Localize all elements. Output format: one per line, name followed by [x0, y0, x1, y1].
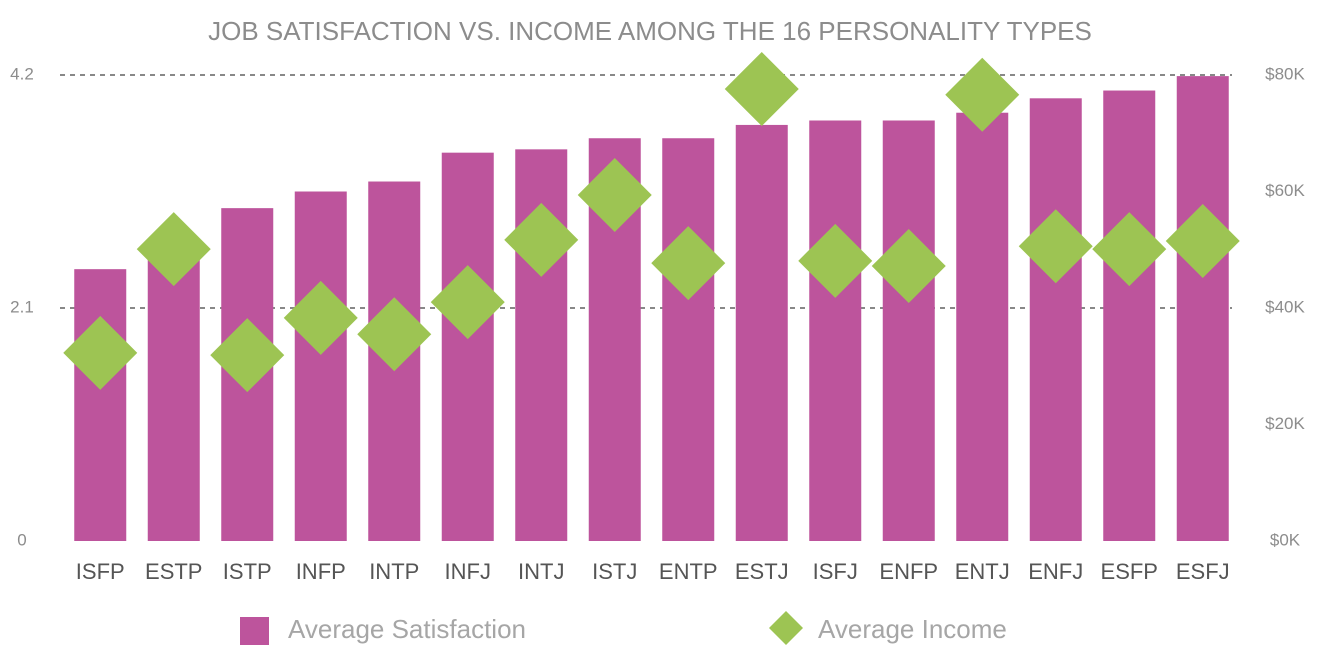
- x-tick-label: INFP: [296, 559, 346, 584]
- y2-tick-label: $60K: [1265, 181, 1305, 200]
- bar: [882, 120, 935, 541]
- x-tick-label: ISFJ: [813, 559, 858, 584]
- y2-tick-label: $0K: [1270, 530, 1301, 549]
- y2-tick-label: $20K: [1265, 414, 1305, 433]
- legend-label: Average Income: [818, 614, 1007, 644]
- y-tick-label: 2.1: [10, 297, 34, 316]
- diamond-marker: [651, 226, 726, 301]
- bar: [1029, 98, 1082, 542]
- bar: [1176, 76, 1229, 541]
- diamond-marker: [283, 280, 358, 355]
- x-tick-label: ESTJ: [735, 559, 789, 584]
- diamond-marker: [1092, 212, 1167, 287]
- bar: [147, 258, 200, 541]
- legend-label: Average Satisfaction: [288, 614, 526, 644]
- diamond-marker: [945, 57, 1020, 132]
- bar: [1103, 90, 1156, 542]
- x-tick-label: ENFJ: [1028, 559, 1083, 584]
- x-tick-label: ISTP: [223, 559, 272, 584]
- bar: [662, 138, 715, 541]
- x-tick-label: ESFJ: [1176, 559, 1230, 584]
- x-tick-label: ISTJ: [592, 559, 637, 584]
- x-tick-label: ENTJ: [955, 559, 1010, 584]
- diamond-marker: [136, 212, 211, 287]
- diamond-marker: [577, 157, 652, 232]
- diamond-marker: [724, 51, 799, 126]
- diamond-marker: [63, 315, 138, 390]
- diamond-marker: [1165, 204, 1240, 279]
- bar: [735, 124, 788, 541]
- y2-tick-label: $80K: [1265, 64, 1305, 83]
- y2-tick-label: $40K: [1265, 297, 1305, 316]
- x-tick-label: INTP: [369, 559, 419, 584]
- x-tick-label: ENFP: [879, 559, 938, 584]
- y-tick-label: 4.2: [10, 64, 34, 83]
- x-tick-label: ESTP: [145, 559, 202, 584]
- diamond-marker: [1018, 209, 1093, 284]
- chart-title: JOB SATISFACTION VS. INCOME AMONG THE 16…: [208, 16, 1092, 46]
- bar: [956, 112, 1009, 541]
- diamond-marker: [210, 318, 285, 393]
- y-tick-label: 0: [17, 530, 26, 549]
- bar: [294, 191, 347, 541]
- x-tick-label: INTJ: [518, 559, 564, 584]
- diamond-marker: [430, 265, 505, 340]
- x-tick-label: ESFP: [1101, 559, 1158, 584]
- legend-swatch: [769, 611, 803, 645]
- diamond-marker: [504, 202, 579, 277]
- x-tick-label: ISFP: [76, 559, 125, 584]
- legend-swatch: [240, 617, 269, 645]
- x-tick-label: ENTP: [659, 559, 718, 584]
- bar: [809, 120, 862, 541]
- bar: [441, 152, 494, 541]
- diamond-marker: [357, 297, 432, 372]
- diamond-marker: [798, 223, 873, 298]
- x-tick-label: INFJ: [445, 559, 491, 584]
- diamond-marker: [871, 229, 946, 304]
- bar: [74, 269, 127, 541]
